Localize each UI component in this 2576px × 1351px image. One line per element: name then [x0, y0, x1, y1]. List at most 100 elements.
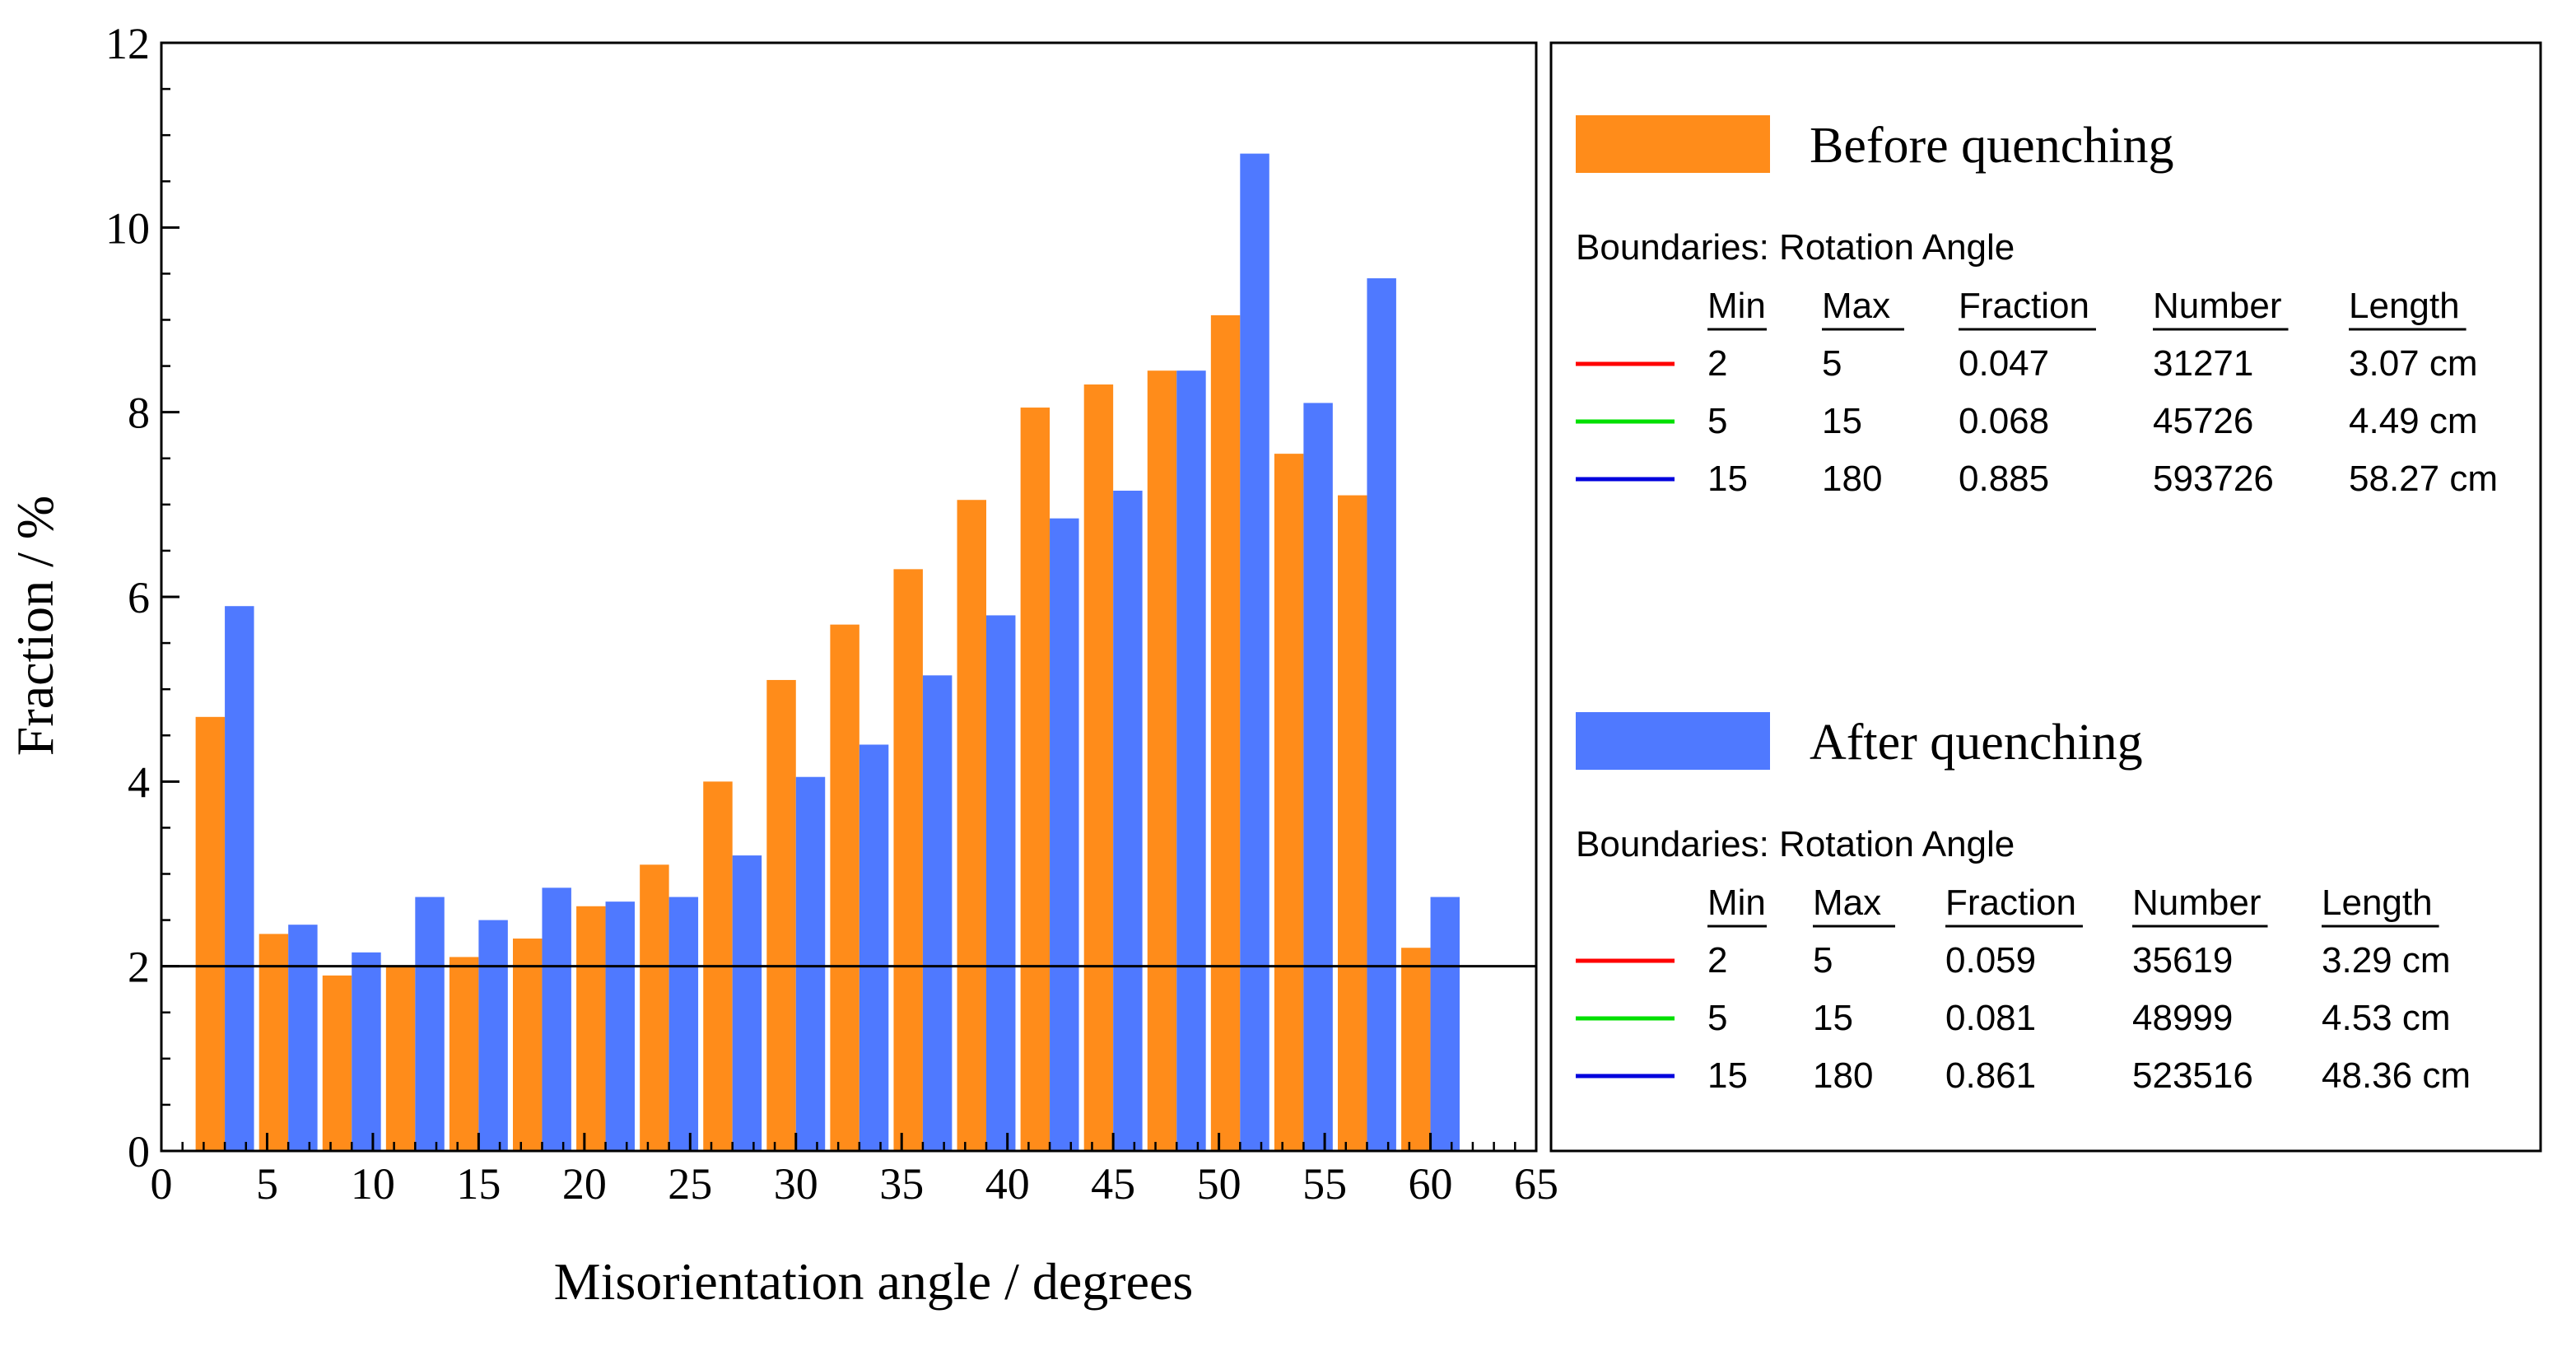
x-tick-label: 5	[256, 1159, 278, 1209]
legend-cell: 58.27 cm	[2349, 459, 2498, 499]
bar-before-1	[259, 934, 289, 1151]
bar-before-12	[957, 500, 986, 1151]
x-tick-label: 55	[1302, 1159, 1347, 1209]
plot-area: 0 5 10 15 20 25 30 35 40 45 50 55 60 65 0 2 4 6 8 10 12	[105, 19, 1558, 1209]
legend-cell: 0.047	[1959, 343, 2049, 384]
legend-cell: 5	[1813, 940, 1833, 981]
bar-after-19	[1430, 897, 1460, 1151]
legend-cell: 48.36 cm	[2322, 1055, 2471, 1096]
legend-cell: 0.081	[1945, 998, 2036, 1038]
legend-cell: 35619	[2132, 940, 2233, 981]
x-tick-label: 15	[456, 1159, 501, 1209]
bar-after-13	[1050, 518, 1079, 1151]
legend-cell: 0.885	[1959, 459, 2049, 499]
legend-title-after: After quenching	[1810, 715, 2143, 771]
y-tick-label: 8	[128, 389, 150, 438]
legend-content: Before quenching Boundaries: Rotation Ang…	[1576, 115, 2498, 1096]
x-tick-label: 45	[1091, 1159, 1135, 1209]
bar-after-6	[605, 901, 635, 1151]
bar-before-13	[1020, 408, 1050, 1151]
legend-cell: 4.53 cm	[2322, 998, 2451, 1038]
legend-cell: 2	[1707, 940, 1727, 981]
legend-cell: 4.49 cm	[2349, 401, 2478, 441]
bar-before-11	[893, 569, 923, 1151]
bar-after-14	[1113, 491, 1143, 1151]
bar-before-15	[1147, 370, 1177, 1152]
legend-col-header: Max	[1813, 883, 1881, 923]
legend-col-header: Min	[1707, 286, 1766, 326]
bar-after-16	[1240, 153, 1269, 1152]
x-tick-label: 40	[985, 1159, 1030, 1209]
legend-cell: 5	[1707, 998, 1727, 1038]
legend-swatch-after	[1576, 712, 1770, 770]
legend-col-header: Number	[2132, 883, 2262, 923]
legend-cell: 45726	[2153, 401, 2253, 441]
legend-cell: 0.059	[1945, 940, 2036, 981]
bar-before-4	[449, 957, 479, 1151]
bar-before-19	[1401, 948, 1431, 1151]
x-tick-label: 60	[1409, 1159, 1453, 1209]
y-tick-label: 6	[128, 573, 150, 622]
x-tick-label: 50	[1197, 1159, 1241, 1209]
legend-cell: 15	[1707, 1055, 1748, 1096]
bar-after-3	[415, 897, 445, 1151]
legend-col-header: Length	[2349, 286, 2460, 326]
bar-before-18	[1338, 495, 1367, 1151]
legend-cell: 15	[1707, 459, 1748, 499]
legend-cell: 48999	[2132, 998, 2233, 1038]
legend-title-before: Before quenching	[1810, 118, 2173, 174]
y-tick-label: 0	[128, 1127, 150, 1176]
legend-subtitle: Boundaries: Rotation Angle	[1576, 824, 2015, 864]
bar-before-6	[576, 906, 606, 1151]
bar-before-16	[1210, 314, 1241, 1151]
x-axis-title: Misorientation angle / degrees	[554, 1252, 1194, 1311]
bar-before-14	[1083, 384, 1114, 1151]
y-tick-label: 2	[128, 943, 150, 992]
bar-before-3	[385, 966, 416, 1151]
tick-labels: 0 5 10 15 20 25 30 35 40 45 50 55 60 65 0 2 4 6 8 10 12	[105, 19, 1558, 1209]
legend-col-header: Length	[2322, 883, 2433, 923]
legend-cell: 0.068	[1959, 401, 2049, 441]
bar-after-17	[1303, 403, 1333, 1151]
legend-cell: 180	[1813, 1055, 1873, 1096]
bar-after-1	[288, 925, 318, 1151]
legend-cell: 15	[1813, 998, 1853, 1038]
x-tick-label: 35	[879, 1159, 924, 1209]
bar-after-9	[795, 776, 826, 1151]
bar-before-5	[513, 939, 543, 1151]
bar-after-7	[668, 897, 699, 1151]
x-tick-label: 25	[668, 1159, 712, 1209]
bar-before-7	[640, 864, 669, 1151]
legend-cell: 5	[1822, 343, 1842, 384]
bar-after-18	[1367, 278, 1396, 1151]
x-tick-label: 10	[351, 1159, 395, 1209]
bar-after-10	[859, 744, 889, 1151]
bar-after-4	[478, 920, 508, 1151]
bar-before-0	[195, 716, 226, 1151]
bar-before-10	[830, 624, 859, 1151]
y-axis-title: Fraction / %	[6, 496, 64, 756]
legend-swatch-before	[1576, 115, 1770, 173]
legend-block-after: After quenching Boundaries: Rotation Angl…	[1576, 712, 2471, 1096]
x-tick-label: 20	[562, 1159, 607, 1209]
legend-frame	[1549, 41, 2542, 1153]
legend-cell: 3.07 cm	[2349, 343, 2478, 384]
legend-cell: 180	[1822, 459, 1882, 499]
bar-after-15	[1176, 370, 1206, 1152]
x-tick-label: 30	[774, 1159, 818, 1209]
legend: Before quenching Boundaries: Rotation Ang…	[1549, 41, 2542, 1153]
axis-ticks	[160, 41, 1538, 1153]
legend-col-header: Number	[2153, 286, 2282, 326]
legend-cell: 523516	[2132, 1055, 2253, 1096]
x-tick-label: 65	[1514, 1159, 1558, 1209]
legend-cell: 2	[1707, 343, 1727, 384]
bar-before-17	[1274, 454, 1304, 1151]
bar-after-11	[922, 675, 953, 1151]
legend-cell: 3.29 cm	[2322, 940, 2451, 981]
legend-col-header: Min	[1707, 883, 1766, 923]
legend-cell: 593726	[2153, 459, 2274, 499]
bar-after-2	[352, 952, 381, 1151]
legend-cell: 5	[1707, 401, 1727, 441]
bar-after-8	[732, 855, 762, 1151]
